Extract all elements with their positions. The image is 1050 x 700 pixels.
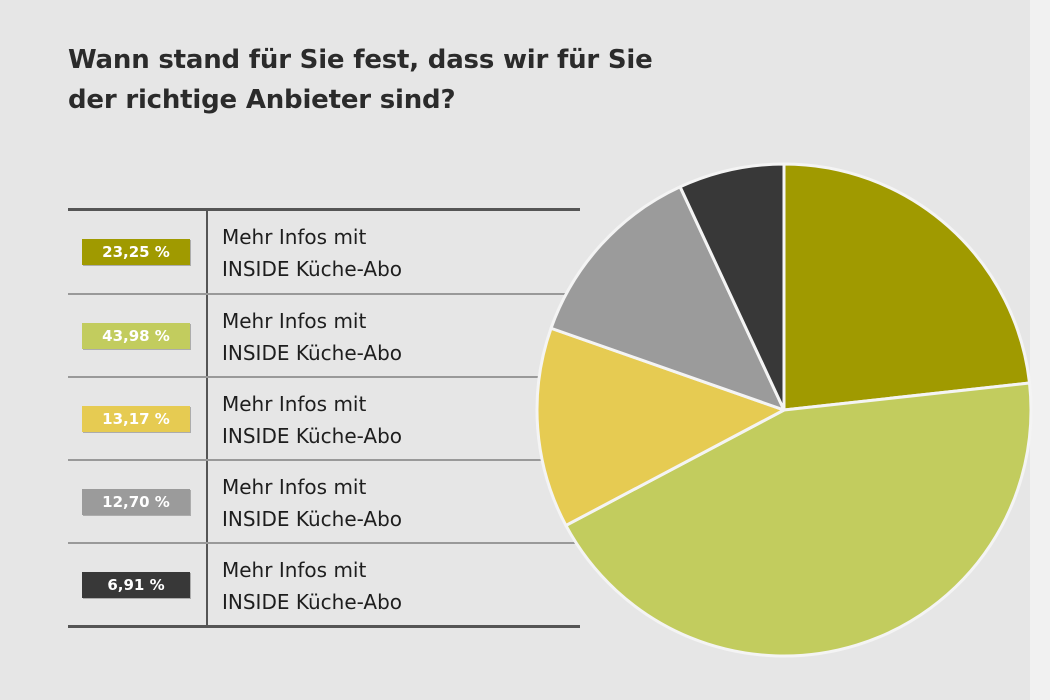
legend-row: 43,98 % Mehr Infos mit INSIDE Küche-Abo <box>68 293 580 376</box>
legend-row: 6,91 % Mehr Infos mit INSIDE Küche-Abo <box>68 542 580 625</box>
legend-label-line-1: Mehr Infos mit <box>222 309 367 333</box>
pie-slice-3 <box>535 326 786 527</box>
legend-label-line-1: Mehr Infos mit <box>222 225 367 249</box>
legend-column-divider <box>206 544 208 625</box>
chart-title-line-1: Wann stand für Sie fest, dass wir für Si… <box>68 45 653 75</box>
legend-value-badge: 6,91 % <box>82 572 190 598</box>
chart-title-line-2: der richtige Anbieter sind? <box>68 85 456 115</box>
legend-row: 12,70 % Mehr Infos mit INSIDE Küche-Abo <box>68 459 580 542</box>
legend-label-line-2: INSIDE Küche-Abo <box>222 341 403 365</box>
legend-value-badge: 23,25 % <box>82 239 190 265</box>
legend-value-badge: 12,70 % <box>82 489 190 515</box>
legend-label-line-1: Mehr Infos mit <box>222 392 367 416</box>
legend-label-line-2: INSIDE Küche-Abo <box>222 507 403 531</box>
legend-label: Mehr Infos mit INSIDE Küche-Abo <box>222 471 562 535</box>
legend-label-line-2: INSIDE Küche-Abo <box>222 590 403 614</box>
pie-slice-4 <box>549 185 786 412</box>
pie-slice-1 <box>782 162 1031 412</box>
legend-value-badge: 43,98 % <box>82 323 190 349</box>
legend-label: Mehr Infos mit INSIDE Küche-Abo <box>222 305 562 369</box>
pie-slice-2 <box>564 381 1033 658</box>
legend-label-line-1: Mehr Infos mit <box>222 558 367 582</box>
legend-value-badge: 13,17 % <box>82 406 190 432</box>
legend-label-line-2: INSIDE Küche-Abo <box>222 424 403 448</box>
legend-column-divider <box>206 295 208 376</box>
legend-label: Mehr Infos mit INSIDE Küche-Abo <box>222 388 562 452</box>
page-right-margin <box>1030 0 1050 700</box>
legend-label: Mehr Infos mit INSIDE Küche-Abo <box>222 221 562 285</box>
legend-column-divider <box>206 211 208 293</box>
legend-row: 13,17 % Mehr Infos mit INSIDE Küche-Abo <box>68 376 580 459</box>
pie-slice-5 <box>678 162 786 412</box>
legend-table: 23,25 % Mehr Infos mit INSIDE Küche-Abo … <box>68 208 580 628</box>
chart-title: Wann stand für Sie fest, dass wir für Si… <box>68 40 768 120</box>
legend-label-line-2: INSIDE Küche-Abo <box>222 257 403 281</box>
legend-label: Mehr Infos mit INSIDE Küche-Abo <box>222 554 562 618</box>
legend-column-divider <box>206 461 208 542</box>
legend-row: 23,25 % Mehr Infos mit INSIDE Küche-Abo <box>68 211 580 293</box>
legend-label-line-1: Mehr Infos mit <box>222 475 367 499</box>
legend-column-divider <box>206 378 208 459</box>
